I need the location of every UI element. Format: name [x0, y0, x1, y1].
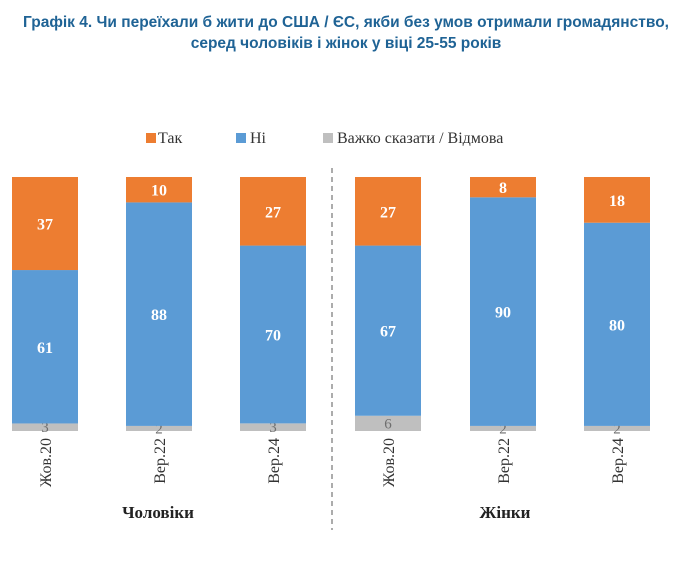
- data-label-3-2: 70: [265, 327, 281, 344]
- data-label-1-2: 61: [37, 340, 53, 357]
- legend-label-2: Ні: [250, 130, 267, 147]
- data-label-4-1: 27: [380, 204, 396, 221]
- bar-segment-2-3: [126, 425, 192, 431]
- data-label-1-1: 37: [37, 217, 53, 234]
- bar-segment-1-2: [12, 270, 78, 424]
- chart-title-line-1: Графік 4. Чи переїхали б жити до США / Є…: [23, 14, 669, 31]
- data-label-1-3: 3: [41, 420, 49, 436]
- legend-label-1: Так: [158, 130, 182, 147]
- bar-segment-6-3: [584, 425, 650, 431]
- bar-segment-2-2: [126, 202, 192, 426]
- data-label-3-3: 3: [269, 420, 277, 436]
- data-label-6-3: 2: [613, 421, 621, 437]
- group-label-1: Чоловіки: [122, 503, 194, 522]
- data-label-6-1: 18: [609, 193, 625, 210]
- data-label-2-1: 10: [151, 183, 167, 200]
- bar-segment-6-1: [584, 177, 650, 223]
- bar-segment-4-3: [355, 415, 421, 431]
- group-label-2: Жінки: [480, 503, 531, 522]
- data-label-4-2: 67: [380, 324, 396, 341]
- bar-segment-5-1: [470, 177, 536, 198]
- x-tick-label-4: Жов.20: [381, 438, 398, 487]
- data-label-4-3: 6: [384, 416, 392, 432]
- chart-title: Графік 4. Чи переїхали б жити до США / Є…: [0, 12, 692, 54]
- bar-segment-5-3: [470, 425, 536, 431]
- x-tick-label-6: Вер.24: [610, 438, 627, 484]
- x-tick-label-2: Вер.22: [152, 438, 169, 484]
- bar-segment-3-3: [240, 423, 306, 431]
- data-label-2-3: 2: [155, 421, 163, 437]
- data-label-5-3: 2: [499, 421, 507, 437]
- data-label-6-2: 80: [609, 317, 625, 334]
- data-label-5-1: 8: [499, 180, 507, 197]
- legend-swatch-2: [236, 133, 246, 143]
- data-label-5-2: 90: [495, 305, 511, 322]
- legend-swatch-3: [323, 133, 333, 143]
- bar-segment-4-1: [355, 177, 421, 246]
- bar-segment-5-2: [470, 197, 536, 426]
- legend-label-3: Важко сказати / Відмова: [337, 130, 503, 147]
- x-tick-label-3: Вер.24: [266, 438, 283, 484]
- bar-segment-4-2: [355, 245, 421, 416]
- bar-segment-1-3: [12, 423, 78, 431]
- data-label-3-1: 27: [265, 204, 281, 221]
- chart-title-line-2: серед чоловіків і жінок у віці 25-55 рок…: [190, 35, 502, 52]
- bar-segment-6-2: [584, 222, 650, 426]
- bar-segment-1-1: [12, 177, 78, 271]
- bar-segment-3-2: [240, 245, 306, 424]
- data-label-2-2: 88: [151, 307, 167, 324]
- bar-segment-2-1: [126, 177, 192, 203]
- x-tick-label-5: Вер.22: [496, 438, 513, 484]
- x-tick-label-1: Жов.20: [38, 438, 55, 487]
- bar-segment-3-1: [240, 177, 306, 246]
- legend-swatch-1: [146, 133, 156, 143]
